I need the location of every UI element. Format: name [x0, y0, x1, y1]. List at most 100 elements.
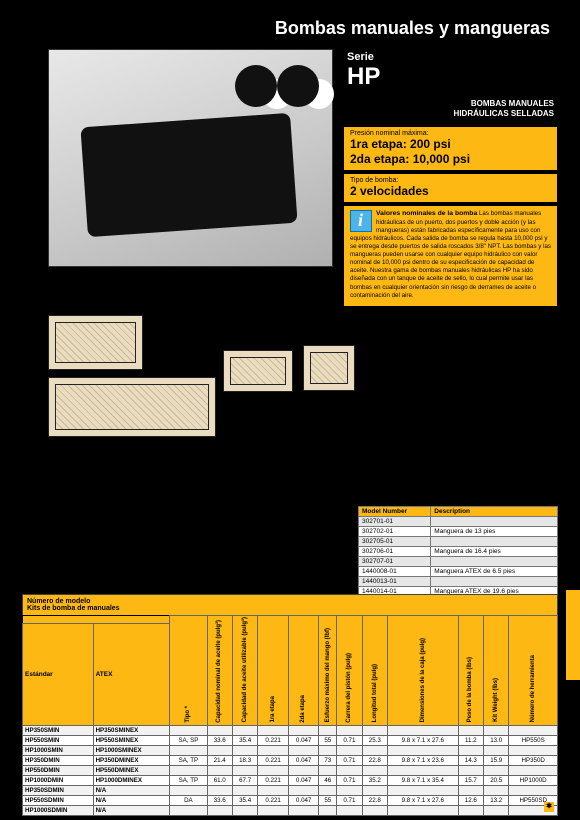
spec-td: 33.6	[207, 736, 232, 746]
spec-td: N/A	[93, 796, 170, 806]
spec-td: 22.8	[362, 796, 387, 806]
spec-td	[458, 726, 483, 736]
pressure-line2: 2da etapa: 10,000 psi	[350, 152, 551, 167]
spec-td	[170, 786, 207, 796]
spec-td: 9.8 x 7.1 x 23.6	[388, 756, 459, 766]
spec-td	[288, 726, 319, 736]
hose-td	[431, 577, 558, 587]
spec-td	[362, 726, 387, 736]
hose-td	[431, 557, 558, 567]
spec-td	[232, 746, 257, 756]
spec-td	[170, 766, 207, 776]
hose-table: Model NumberDescription 302701-01302702-…	[358, 506, 558, 597]
spec-td: 15.9	[484, 756, 509, 766]
spec-td	[458, 746, 483, 756]
spec-table: Tipo *Capacidad nominal de aceite (pulg³…	[22, 615, 558, 816]
spec-td	[319, 726, 337, 736]
spec-td	[232, 726, 257, 736]
spec-td	[362, 746, 387, 756]
page-title: Bombas manuales y mangueras	[0, 0, 580, 49]
spec-td	[484, 766, 509, 776]
hose-td: Manguera ATEX de 6.5 pies	[431, 567, 558, 577]
info-icon	[350, 210, 372, 232]
spec-td: 18.3	[232, 756, 257, 766]
hose-td: Manguera de 16.4 pies	[431, 547, 558, 557]
spec-td: 61.0	[207, 776, 232, 786]
spec-td: 33.6	[207, 796, 232, 806]
spec-td	[337, 726, 362, 736]
spec-td: 0.047	[288, 776, 319, 786]
spec-td	[319, 746, 337, 756]
diagram-3	[223, 350, 293, 392]
spec-td	[509, 726, 558, 736]
spec-td	[337, 806, 362, 816]
spec-td: 21.4	[207, 756, 232, 766]
spec-subhdr: ATEX	[93, 624, 170, 726]
hose-th: Description	[431, 507, 558, 517]
spec-th: Longitud total (pulg)	[362, 616, 387, 726]
spec-th: Número de herramienta	[509, 616, 558, 726]
spec-td	[362, 806, 387, 816]
diagram-4	[303, 345, 355, 391]
hose-td: 302706-01	[359, 547, 431, 557]
hose-td	[431, 537, 558, 547]
spec-td: 12.6	[458, 796, 483, 806]
spec-td: 25.3	[362, 736, 387, 746]
spec-td: 0.221	[258, 796, 289, 806]
spec-td: 73	[319, 756, 337, 766]
spec-td	[258, 746, 289, 756]
spec-td	[258, 726, 289, 736]
spec-td	[388, 786, 459, 796]
diagram-2	[48, 377, 216, 437]
spec-td	[484, 726, 509, 736]
spec-td	[388, 726, 459, 736]
spec-td	[388, 746, 459, 756]
spec-td	[319, 766, 337, 776]
hose-td: 1440008-01	[359, 567, 431, 577]
spec-td	[207, 726, 232, 736]
spec-td: SA, TP	[170, 776, 207, 786]
spec-td: HP550S	[509, 736, 558, 746]
product-photo	[48, 49, 333, 267]
spec-td	[258, 786, 289, 796]
hose-td: 302707-01	[359, 557, 431, 567]
spec-td: SA, TP	[170, 756, 207, 766]
spec-td	[362, 766, 387, 776]
spec-td	[362, 786, 387, 796]
spec-td: 0.047	[288, 796, 319, 806]
info-title: Valores nominales de la bomba	[376, 210, 477, 217]
spec-td	[388, 766, 459, 776]
spec-td: 35.4	[232, 736, 257, 746]
pressure-line1: 1ra etapa: 200 psi	[350, 137, 551, 152]
spec-th: Dimensiones de la caja (pulg)	[388, 616, 459, 726]
hose-td: 302705-01	[359, 537, 431, 547]
spec-subhdr: Estándar	[23, 624, 94, 726]
spec-td: HP350SDMIN	[23, 786, 94, 796]
spec-td: HP550SDMIN	[23, 796, 94, 806]
spec-th: Carrera del pistón (pulg)	[337, 616, 362, 726]
spec-td: HP1000SMINEX	[93, 746, 170, 756]
spec-td	[232, 806, 257, 816]
spec-td	[232, 766, 257, 776]
spec-th: Peso de la bomba (lbs)	[458, 616, 483, 726]
spec-td	[509, 746, 558, 756]
spec-td	[319, 786, 337, 796]
spec-td	[458, 766, 483, 776]
spec-th: 1ra etapa	[258, 616, 289, 726]
spec-th: 2da etapa	[288, 616, 319, 726]
spec-td: HP350D	[509, 756, 558, 766]
spec-td: HP1000DMIN	[23, 776, 94, 786]
spec-td: 0.71	[337, 796, 362, 806]
hose-td: Manguera de 13 pies	[431, 527, 558, 537]
spec-td: 35.4	[232, 796, 257, 806]
subhead-line2: HIDRÁULICAS SELLADAS	[454, 109, 554, 118]
hose-td: 302701-01	[359, 517, 431, 527]
hose-td: 302702-01	[359, 527, 431, 537]
spec-td: 0.71	[337, 776, 362, 786]
serie-label: Serie	[343, 49, 558, 63]
mt-title1: Número de modelo	[27, 598, 90, 605]
diagram-area	[48, 315, 358, 437]
spec-td	[170, 746, 207, 756]
spec-td: 0.221	[258, 776, 289, 786]
spec-td: 9.8 x 7.1 x 35.4	[388, 776, 459, 786]
